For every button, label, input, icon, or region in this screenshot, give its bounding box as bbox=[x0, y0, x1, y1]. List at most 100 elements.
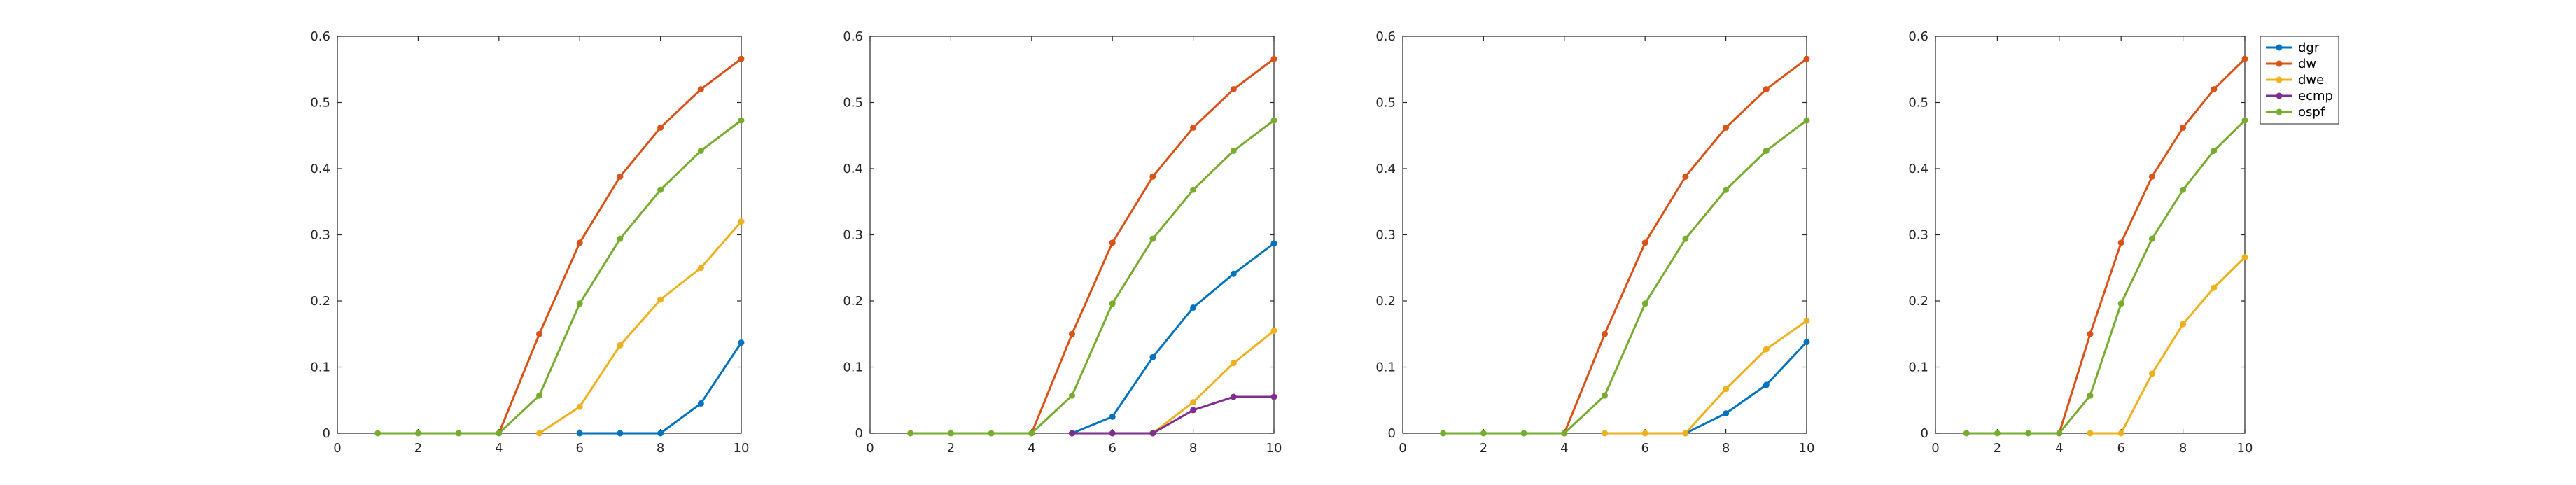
data-point-ospf bbox=[1763, 147, 1770, 154]
legend-label-ecmp: ecmp bbox=[2298, 89, 2333, 104]
data-point-dwe bbox=[2118, 430, 2124, 437]
data-point-ospf bbox=[657, 186, 664, 193]
data-point-ospf bbox=[1561, 430, 1568, 437]
data-point-dwe bbox=[657, 296, 664, 303]
data-point-ospf bbox=[1028, 430, 1035, 437]
x-tick-label: 2 bbox=[1994, 441, 2001, 456]
x-tick-label: 4 bbox=[495, 441, 503, 456]
data-point-ospf bbox=[697, 147, 704, 154]
data-point-dw bbox=[697, 86, 704, 93]
data-point-ecmp bbox=[1270, 393, 1278, 400]
data-point-dwe bbox=[1723, 386, 1730, 393]
data-point-dgr bbox=[1763, 381, 1770, 388]
y-tick-label: 0 bbox=[323, 426, 330, 441]
legend-marker-dw bbox=[2276, 60, 2283, 67]
data-point-dwe bbox=[2180, 321, 2187, 328]
legend-label-dw: dw bbox=[2298, 57, 2316, 71]
series-line-dwe bbox=[1604, 320, 1807, 435]
y-tick-label: 0 bbox=[1388, 426, 1396, 441]
data-point-ospf bbox=[1190, 186, 1197, 193]
y-tick-label: 0.3 bbox=[1376, 228, 1396, 243]
y-tick-label: 0.2 bbox=[843, 294, 863, 309]
x-tick-label: 4 bbox=[1560, 441, 1568, 456]
series-dwe bbox=[2087, 254, 2248, 437]
x-tick-label: 0 bbox=[1931, 441, 1939, 456]
data-point-ospf bbox=[2056, 430, 2063, 437]
data-point-ospf bbox=[947, 430, 954, 437]
data-point-dw bbox=[1149, 173, 1156, 180]
y-tick-label: 0.2 bbox=[310, 294, 330, 309]
data-point-dw bbox=[1109, 239, 1116, 246]
data-point-ospf bbox=[374, 430, 382, 437]
data-point-dw bbox=[2211, 86, 2218, 93]
x-tick-label: 8 bbox=[657, 441, 664, 456]
data-point-dw bbox=[1270, 55, 1278, 62]
axes-box bbox=[337, 36, 742, 434]
data-point-dw bbox=[576, 239, 583, 246]
legend-label-ospf: ospf bbox=[2298, 105, 2325, 120]
series-dwe bbox=[536, 218, 745, 437]
axes-box bbox=[1402, 36, 1807, 434]
y-tick-label: 0.1 bbox=[843, 360, 863, 375]
data-point-dgr bbox=[1230, 270, 1237, 277]
data-point-dwe bbox=[536, 430, 542, 437]
data-point-dgr bbox=[1270, 240, 1278, 247]
y-tick-label: 0.4 bbox=[843, 162, 863, 176]
x-tick-label: 4 bbox=[2055, 441, 2063, 456]
data-point-dw bbox=[1682, 173, 1689, 180]
data-point-ecmp bbox=[1069, 430, 1075, 437]
data-point-dw bbox=[2148, 173, 2155, 180]
x-tick-label: 10 bbox=[1266, 441, 1282, 456]
data-point-dw bbox=[2118, 239, 2124, 246]
y-tick-label: 0 bbox=[1921, 426, 1928, 441]
data-point-ospf bbox=[1440, 430, 1447, 437]
series-dw bbox=[2056, 55, 2248, 437]
series-line-dwe bbox=[1152, 330, 1275, 435]
axes-box bbox=[1935, 36, 2246, 434]
data-point-ospf bbox=[2025, 430, 2032, 437]
data-point-dw bbox=[1190, 124, 1197, 131]
data-point-ospf bbox=[2148, 235, 2155, 242]
y-tick-label: 0.4 bbox=[310, 162, 330, 176]
data-point-dgr bbox=[1109, 413, 1116, 420]
data-point-ospf bbox=[455, 430, 462, 437]
data-point-dw bbox=[1763, 86, 1770, 93]
data-point-ospf bbox=[1682, 235, 1689, 242]
series-dwe bbox=[1602, 317, 1810, 437]
chart-panel-3: 0 2 4 6 8 10 0 0.1 0.2 0.3 0.4 0.5 0.6 bbox=[1376, 29, 1814, 456]
data-point-dw bbox=[617, 173, 624, 180]
series-line-ospf bbox=[1443, 119, 1807, 435]
data-point-ospf bbox=[536, 392, 542, 399]
data-point-dwe bbox=[2241, 254, 2248, 261]
x-tick-label: 10 bbox=[1799, 441, 1815, 456]
axes-box bbox=[869, 36, 1275, 434]
data-point-dw bbox=[1602, 330, 1608, 337]
y-tick-label: 0.4 bbox=[1376, 162, 1396, 176]
y-tick-label: 0.6 bbox=[843, 29, 863, 44]
series-line-ospf bbox=[1966, 119, 2246, 435]
y-tick-label: 0.3 bbox=[1908, 228, 1928, 243]
data-point-ospf bbox=[1994, 430, 2001, 437]
x-tick-label: 6 bbox=[1108, 441, 1116, 456]
data-point-ospf bbox=[2087, 392, 2094, 399]
data-point-dwe bbox=[1230, 360, 1237, 367]
legend-label-dwe: dwe bbox=[2298, 73, 2324, 87]
y-tick-label: 0.5 bbox=[843, 96, 863, 111]
data-point-ospf bbox=[738, 117, 745, 124]
data-point-dwe bbox=[1763, 346, 1770, 353]
series-line-dgr bbox=[1071, 242, 1275, 435]
chart-panel-2: 0 2 4 6 8 10 0 0.1 0.2 0.3 0.4 0.5 0.6 bbox=[843, 29, 1282, 456]
data-point-ospf bbox=[1723, 186, 1730, 193]
chart-panel-1: 0 2 4 6 8 10 0 0.1 0.2 0.3 0.4 0.5 0.6 bbox=[310, 29, 749, 456]
series-line-ospf bbox=[377, 119, 742, 435]
y-tick-label: 0.6 bbox=[1376, 29, 1396, 44]
y-tick-label: 0.6 bbox=[310, 29, 330, 44]
data-point-ospf bbox=[576, 300, 583, 307]
data-point-ecmp bbox=[1230, 393, 1237, 400]
legend-marker-ecmp bbox=[2276, 92, 2283, 99]
data-point-ospf bbox=[2211, 147, 2218, 154]
x-tick-label: 0 bbox=[333, 441, 341, 456]
data-point-dwe bbox=[697, 265, 704, 272]
x-tick-label: 6 bbox=[1641, 441, 1648, 456]
